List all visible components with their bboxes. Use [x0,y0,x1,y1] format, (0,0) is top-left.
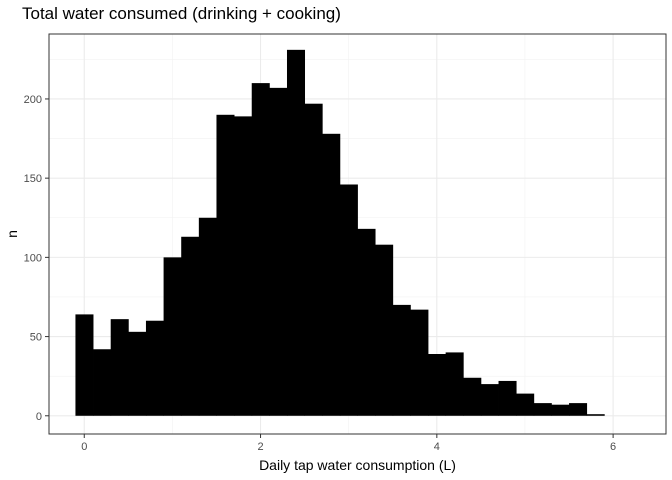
y-tick-label: 0 [36,411,42,423]
chart-title: Total water consumed (drinking + cooking… [22,4,341,23]
histogram-bar [428,354,447,416]
histogram-bar [463,377,482,416]
histogram-bar [533,403,552,416]
histogram-bar [181,236,200,416]
histogram-bar [251,83,270,416]
histogram-bar [445,352,464,416]
histogram-bar [198,217,217,416]
histogram-bar [75,314,94,416]
histogram-bar [551,404,570,416]
histogram-bar [375,244,394,416]
histogram-bar [392,304,411,416]
x-tick-label: 2 [257,441,263,453]
histogram-bar [234,116,253,416]
x-tick-label: 4 [434,441,440,453]
panel-border [48,33,667,435]
histogram-bar [410,309,429,416]
histogram-bar [216,114,235,416]
histogram-bar [480,384,499,416]
x-axis-title: Daily tap water consumption (L) [259,457,456,473]
y-tick-label: 150 [24,173,42,185]
histogram-bar [145,320,164,416]
histogram-bar [269,87,288,416]
histogram-bar [586,414,605,416]
histogram-bar [516,393,535,416]
histogram-bar [357,228,376,416]
histogram-bar [163,257,182,416]
y-tick-label: 200 [24,94,42,106]
x-tick-label: 0 [81,441,87,453]
histogram-bar [286,49,306,416]
x-axis-ticks: 0 2 4 6 [81,434,616,453]
histogram-bar [498,380,517,416]
y-axis-ticks: 0 50 100 150 200 [24,94,49,423]
histogram-bar [339,184,358,416]
y-tick-label: 50 [30,332,42,344]
histogram-bar [110,319,129,416]
histogram-bars [75,49,605,416]
x-tick-label: 6 [610,441,616,453]
histogram-bar [304,103,323,416]
histogram-bar [128,331,147,416]
y-axis-title: n [4,230,20,238]
y-tick-label: 100 [24,252,42,264]
histogram-bar [93,349,112,416]
histogram-bar [322,133,341,416]
histogram-bar [569,403,588,416]
